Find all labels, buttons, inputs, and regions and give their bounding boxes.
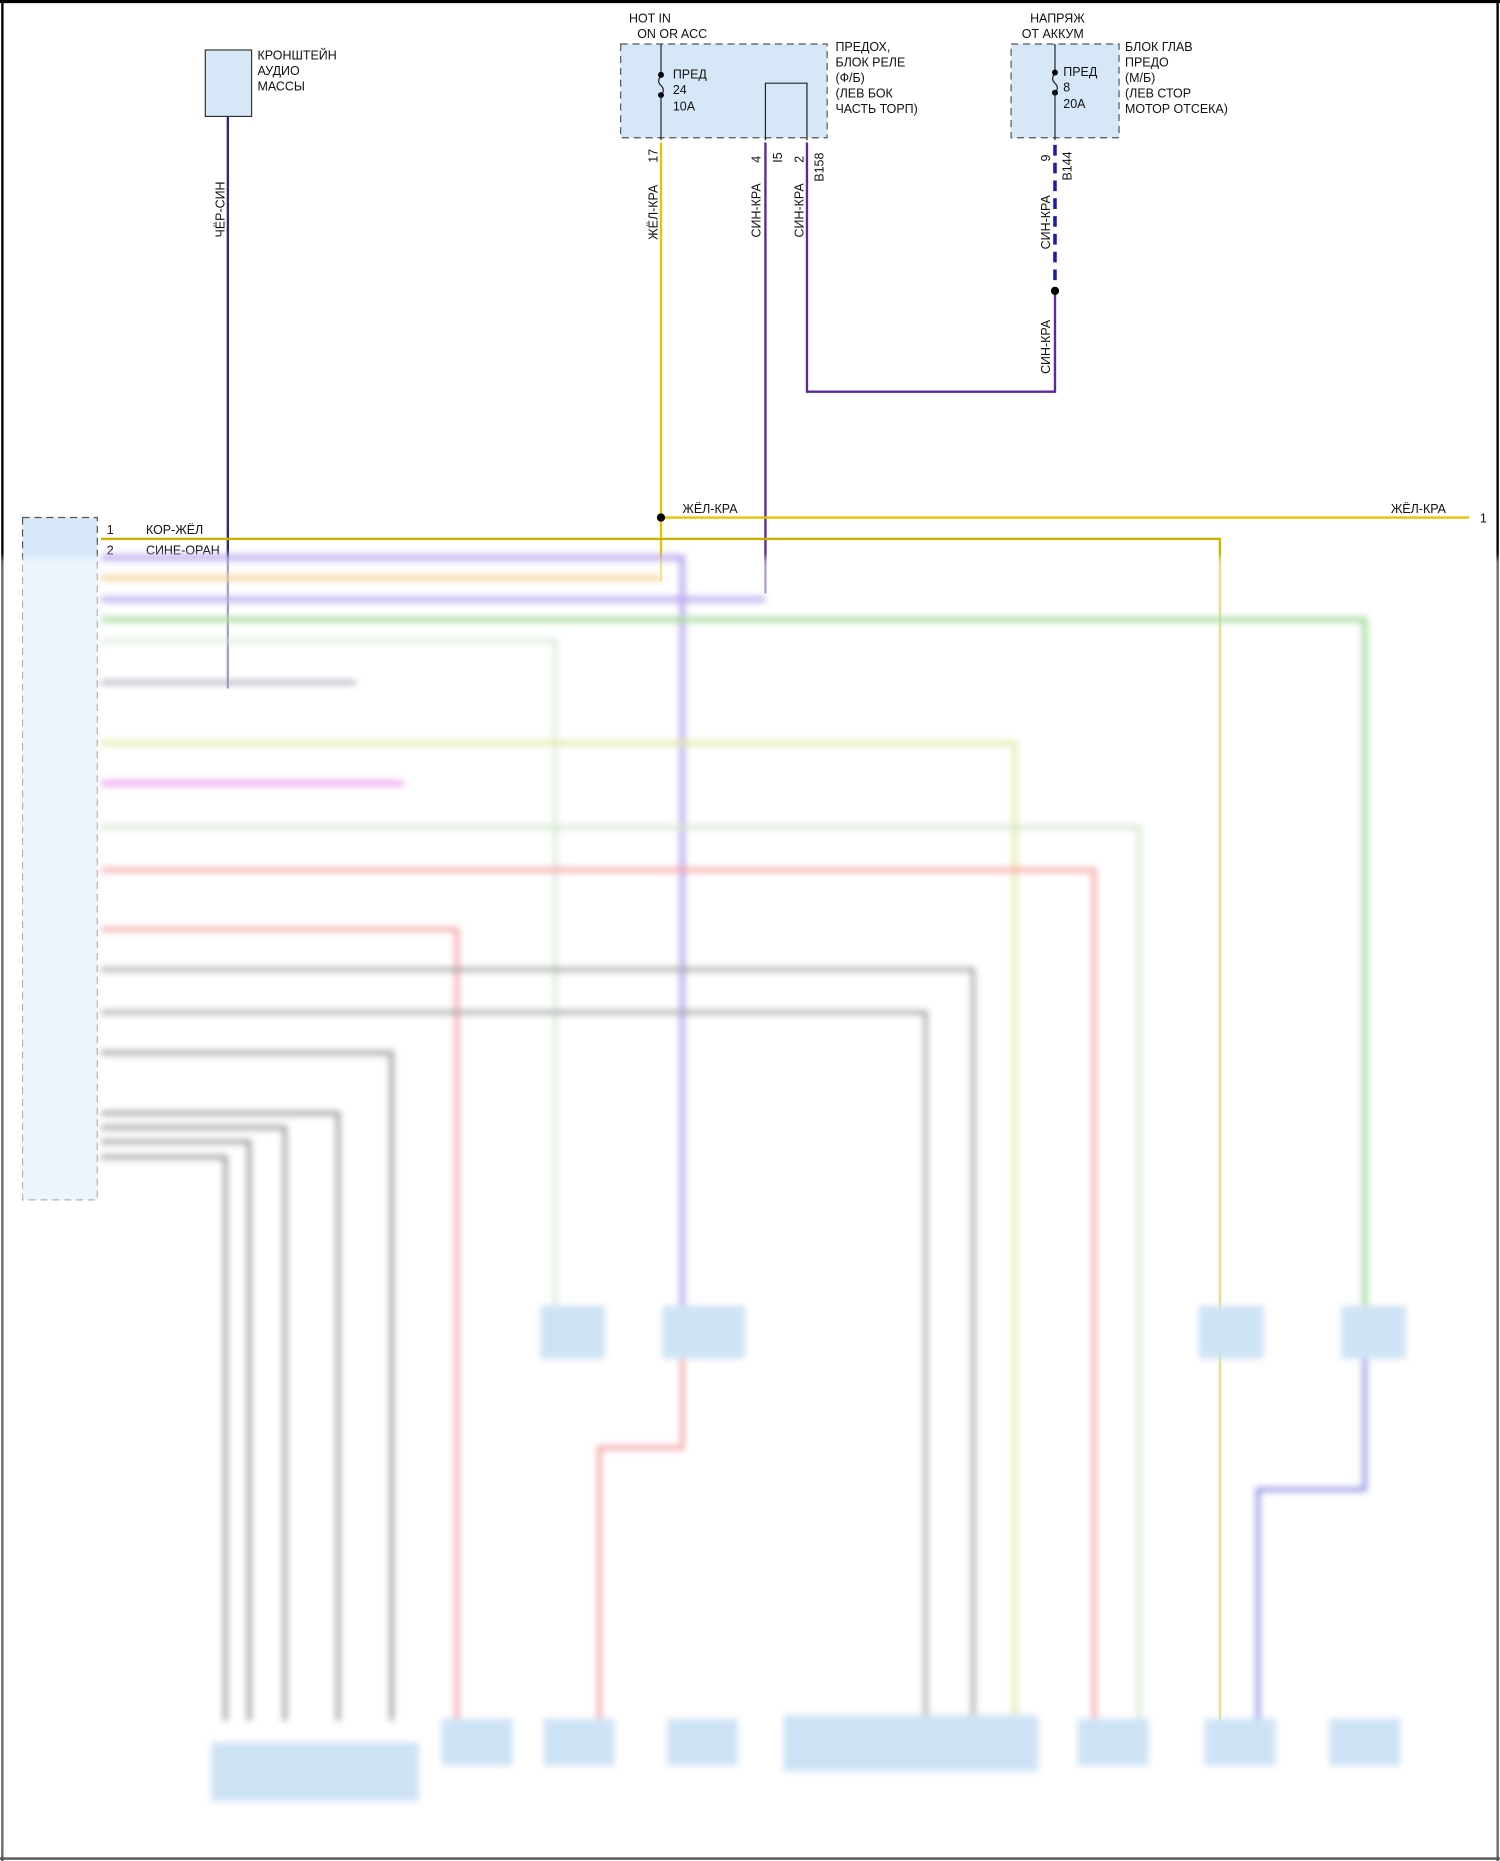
wire-label: СИН-КРА: [1039, 195, 1053, 250]
wire: [100, 1110, 341, 1721]
wire-label: СИН-КРА: [792, 183, 806, 238]
wire: [596, 1352, 685, 1721]
box-label: ЧАСТЬ ТОРП): [835, 102, 917, 116]
wire: [100, 616, 1368, 1318]
fuse-label: 8: [1063, 80, 1070, 94]
wire-label: ЖЁЛ-КРА: [682, 502, 738, 516]
wire-label: СИНЕ-ОРАН: [146, 543, 220, 557]
wire: [100, 740, 1018, 1721]
box-label: ПРЕДОХ,: [835, 40, 890, 54]
pin-label: 17: [646, 149, 660, 163]
speaker: [666, 1718, 739, 1766]
wire: [100, 867, 1097, 1721]
supply-label: НАПРЯЖ: [1030, 12, 1085, 26]
supply-label: HOT IN: [629, 12, 671, 26]
box-label: МОТОР ОТСЕКА): [1125, 102, 1228, 116]
wire-label: КОР-ЖЁЛ: [146, 523, 203, 537]
component: [211, 1742, 419, 1802]
component: [783, 1714, 1039, 1772]
speaker: [1077, 1718, 1149, 1766]
fuse-label: 10A: [673, 99, 696, 113]
pin-label: 1: [1480, 511, 1487, 525]
splice-point: [656, 513, 666, 522]
wire: [100, 926, 460, 1721]
wire: [100, 1050, 394, 1721]
fuse-label: 24: [673, 83, 687, 97]
box-label: (М/Б): [1125, 71, 1155, 85]
box-label: ПРЕДО: [1125, 56, 1169, 70]
ground-bracket-box: [204, 49, 253, 118]
main-fuse-box-outline: [1010, 43, 1120, 139]
speaker: [1204, 1718, 1276, 1766]
wire: [100, 1154, 228, 1721]
wire: [100, 1125, 288, 1721]
speaker: [1329, 1718, 1401, 1766]
wire-label: СИН-КРА: [750, 183, 764, 238]
pin-label: 9: [1039, 155, 1053, 162]
wire: [100, 967, 976, 1721]
wire: [100, 554, 686, 1342]
wire: [100, 1139, 252, 1721]
pin-label: 2: [792, 156, 806, 163]
power-bus: ЖЁЛ-КРА ЖЁЛ-КРА 1: [656, 502, 1487, 525]
fuse-label: ПРЕД: [673, 67, 708, 81]
wire-label: ЖЁЛ-КРА: [1391, 502, 1447, 516]
pin-label: I5: [771, 152, 785, 162]
box-label: БЛОК РЕЛЕ: [835, 56, 905, 70]
wire: [1255, 1352, 1368, 1721]
supply-label: ОТ АККУМ: [1022, 27, 1084, 41]
component: [539, 1305, 606, 1359]
fuse-terminal: [658, 71, 664, 78]
speaker: [543, 1718, 615, 1766]
fuse-icon: [658, 75, 664, 96]
connector-label: B144: [1061, 151, 1075, 180]
wire: [100, 1010, 929, 1721]
fuse-label: ПРЕД: [1063, 65, 1098, 79]
fuse-label: 20A: [1063, 97, 1086, 111]
wire-label: ЖЁЛ-КРА: [646, 184, 660, 240]
splice-point: [1050, 286, 1060, 296]
pin-label: 1: [107, 523, 114, 537]
main-fuse-box: НАПРЯЖ ОТ АККУМ ПРЕД 8 20A БЛОК ГЛАВ ПРЕ…: [1010, 12, 1228, 374]
ground-bracket-label: КРОНШТЕЙН: [258, 47, 337, 62]
box-label: (ЛЕВ БОК: [835, 86, 893, 100]
wire-label: СИН-КРА: [1039, 319, 1053, 374]
fuse-relay-box-outline: [620, 43, 828, 139]
ground-bracket-label: МАССЫ: [258, 79, 305, 93]
fuse-terminal: [1052, 69, 1058, 76]
ground-bracket-label: АУДИО: [258, 64, 300, 78]
supply-label: ON OR ACC: [637, 27, 707, 41]
box-label: (Ф/Б): [835, 71, 864, 85]
component: [1340, 1305, 1407, 1359]
component: [662, 1305, 746, 1359]
box-label: БЛОК ГЛАВ: [1125, 40, 1193, 54]
wire: [100, 824, 1142, 1721]
connector-label: B158: [813, 153, 827, 182]
fuse-relay-box: HOT IN ON OR ACC ПРЕД 24 10A ПРЕДОХ, БЛО…: [620, 12, 1057, 594]
fuse-icon: [1052, 73, 1058, 94]
wire: [100, 639, 558, 1342]
ground-wire-label: ЧЁР-СИН: [213, 181, 227, 237]
component: [1198, 1305, 1264, 1359]
box-label: (ЛЕВ СТОР: [1125, 86, 1191, 100]
jumper-link: [764, 82, 808, 141]
pin-label: 4: [750, 156, 764, 163]
blurred-diagram-area: [0, 554, 1500, 1861]
pin-label: 2: [107, 543, 114, 557]
wire-blue-red: [805, 142, 1057, 393]
speaker: [441, 1718, 513, 1766]
ground-bracket: КРОНШТЕЙН АУДИО МАССЫ ЧЁР-СИН: [204, 47, 337, 689]
